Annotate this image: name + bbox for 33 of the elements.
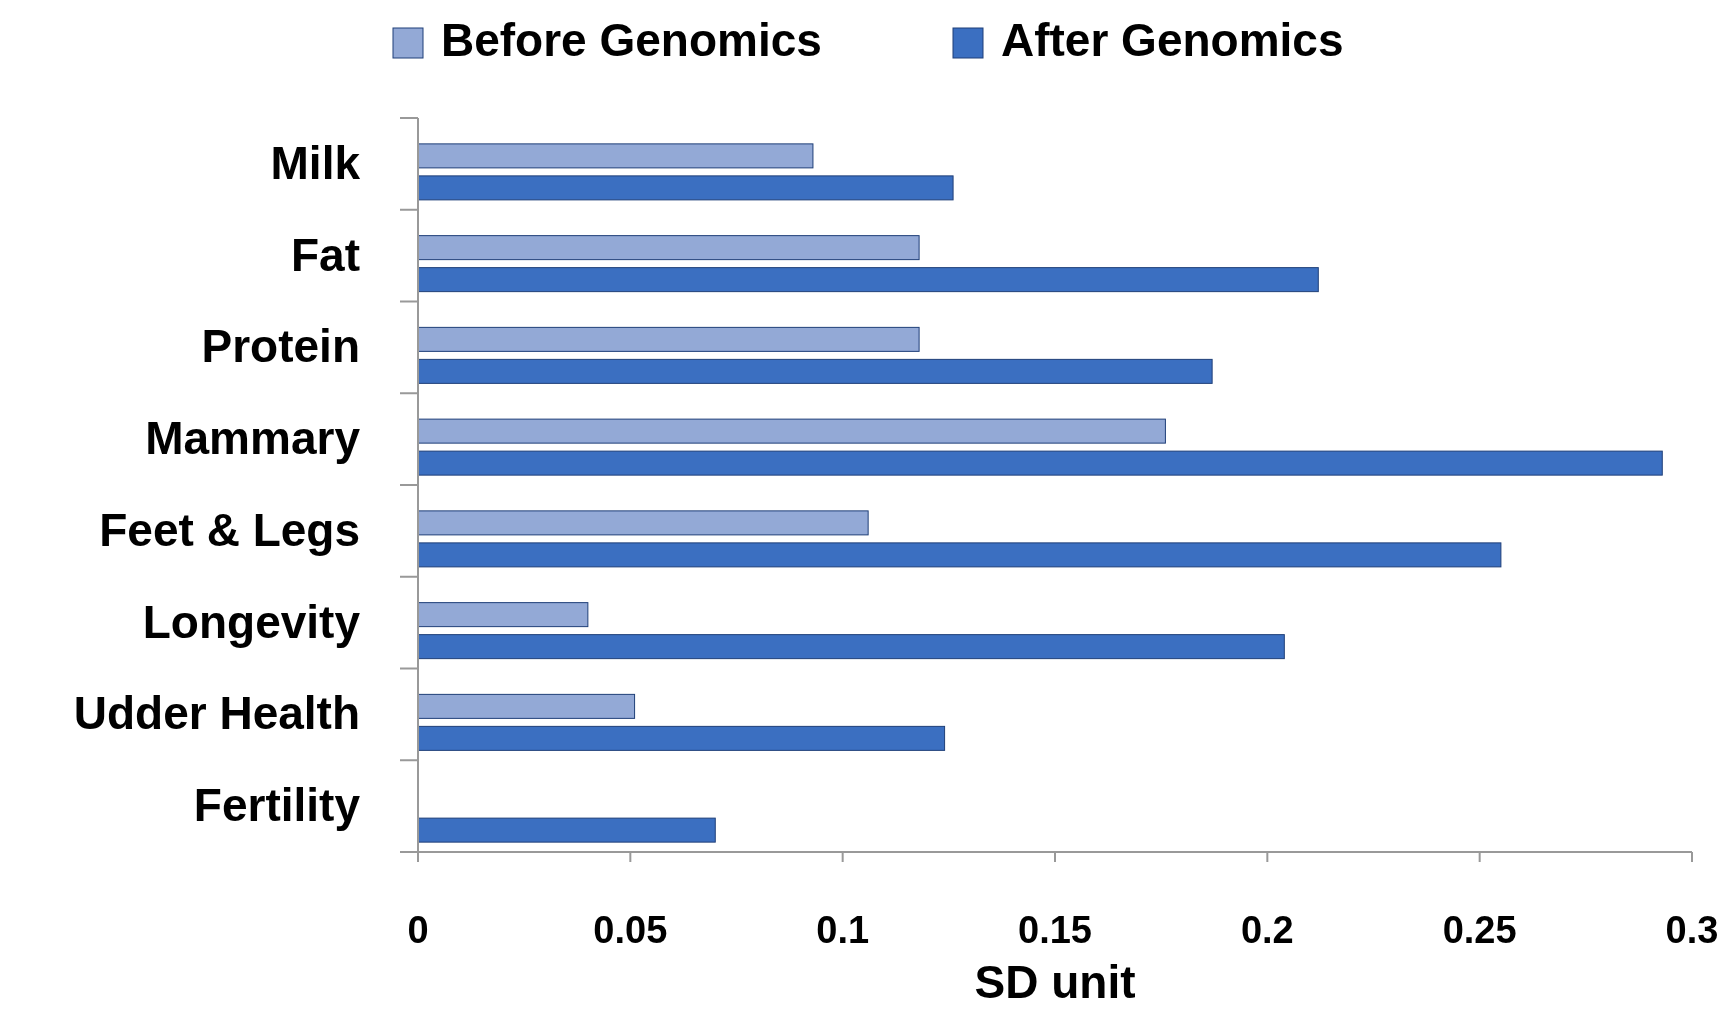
x-tick-label: 0.15 (1018, 909, 1092, 951)
y-tick-label: Mammary (145, 412, 361, 465)
x-tick-label: 0.2 (1240, 909, 1294, 951)
y-tick-label: Feet & Legs (99, 503, 360, 556)
x-tick-label: 0.3 (1665, 909, 1719, 951)
bar (417, 725, 946, 751)
x-tick-label: 0 (407, 909, 429, 951)
bar (417, 602, 589, 628)
bar (417, 634, 1285, 660)
bar (417, 326, 920, 352)
legend-label: After Genomics (1001, 14, 1344, 66)
bar (417, 267, 1319, 293)
bar (417, 235, 920, 261)
bar (417, 542, 1502, 568)
y-tick-label: Udder Health (73, 687, 360, 740)
bar (417, 143, 814, 169)
bar (417, 358, 1213, 384)
bar (417, 418, 1166, 444)
y-tick-label: Protein (201, 320, 360, 373)
bar (417, 510, 869, 536)
y-tick-label: Milk (270, 136, 361, 189)
y-tick-label: Fertility (193, 779, 361, 832)
bar (417, 817, 716, 843)
x-tick-label: 0.25 (1442, 909, 1517, 951)
x-axis-title: SD unit (974, 956, 1136, 1008)
y-tick-label: Fat (291, 228, 360, 281)
legend-label: Before Genomics (441, 14, 822, 66)
x-tick-label: 0.1 (816, 909, 870, 951)
bar (417, 450, 1663, 476)
y-tick-label: Longevity (142, 595, 361, 648)
x-tick-label: 0.05 (593, 909, 668, 951)
bar (417, 175, 954, 201)
bar (417, 693, 636, 719)
